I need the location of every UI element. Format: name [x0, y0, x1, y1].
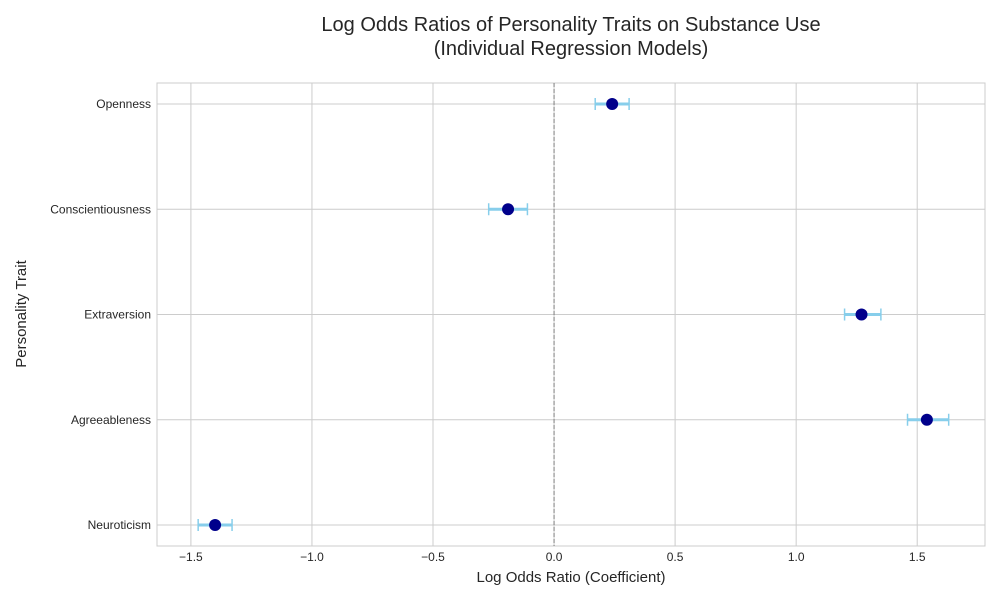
point-conscientiousness	[502, 203, 515, 216]
y-tick-label-conscientiousness: Conscientiousness	[50, 202, 151, 216]
y-tick-label-extraversion: Extraversion	[84, 308, 151, 322]
x-tick-labels: −1.5 −1.0 −0.5 0.0 0.5 1.0 1.5	[179, 550, 926, 564]
y-tick-label-agreeableness: Agreeableness	[71, 413, 151, 427]
point-agreeableness	[920, 413, 933, 426]
data-points	[209, 98, 933, 531]
x-tick-label: 1.5	[909, 550, 926, 564]
x-tick-label: −0.5	[421, 550, 445, 564]
x-tick-label: −1.5	[179, 550, 203, 564]
point-neuroticism	[209, 519, 222, 531]
point-openness	[606, 98, 619, 110]
y-tick-labels: Openness Conscientiousness Extraversion Agr…	[50, 97, 151, 532]
y-tick-label-neuroticism: Neuroticism	[88, 518, 151, 532]
plot-frame	[156, 82, 986, 547]
x-tick-label: 0.0	[546, 550, 563, 564]
chart-subtitle: (Individual Regression Models)	[434, 38, 709, 60]
x-tick-label: 0.5	[667, 550, 684, 564]
x-tick-label: 1.0	[788, 550, 805, 564]
chart-title: Log Odds Ratios of Personality Traits on…	[321, 14, 820, 36]
x-tick-label: −1.0	[300, 550, 324, 564]
point-extraversion	[855, 308, 868, 321]
y-tick-label-openness: Openness	[96, 97, 151, 111]
x-axis-label: Log Odds Ratio (Coefficient)	[477, 569, 666, 586]
y-axis-label: Personality Trait	[13, 259, 30, 367]
